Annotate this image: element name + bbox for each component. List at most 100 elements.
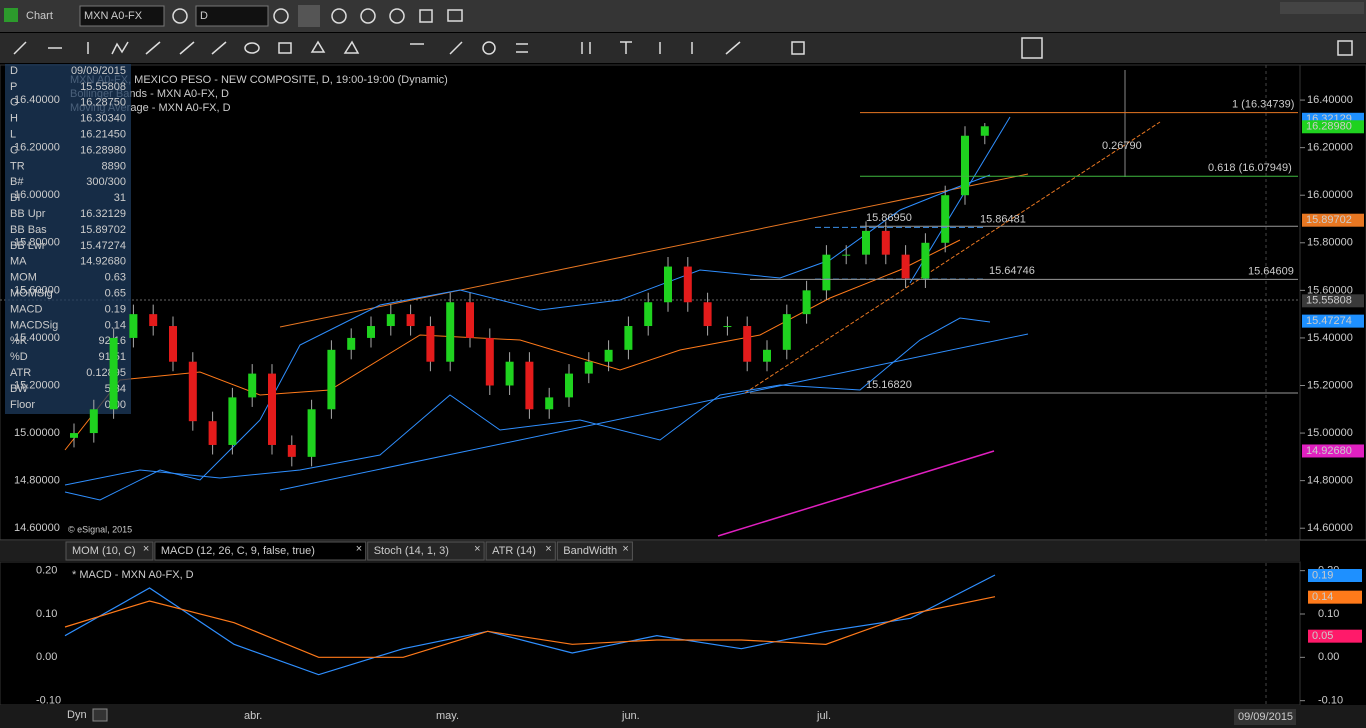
price-tag-label: 16.28980 (1306, 121, 1352, 133)
data-label: BB Bas (10, 224, 47, 236)
draw-button[interactable] (298, 5, 320, 27)
candle-body (70, 433, 78, 438)
tab-label[interactable]: MACD (12, 26, C, 9, false, true) (161, 545, 315, 557)
value-tag-label: 0.05 (1312, 630, 1333, 642)
clock-button[interactable] (273, 8, 289, 24)
link-button[interactable] (389, 8, 405, 24)
month-label: jul. (816, 710, 831, 722)
price-tag-label: 15.89702 (1306, 214, 1352, 226)
candle-body (941, 195, 950, 243)
data-label: H (10, 113, 18, 125)
tab[interactable] (154, 541, 367, 561)
interval[interactable]: D (200, 10, 208, 22)
tab[interactable] (65, 541, 154, 561)
y-tick-label: 16.00000 (1307, 189, 1353, 201)
symbol[interactable]: MXN A0-FX (84, 10, 143, 22)
time-mode-button[interactable] (92, 708, 108, 722)
data-value: 09/09/2015 (71, 65, 126, 77)
data-value: 0.19 (105, 303, 126, 315)
candle-body (802, 290, 811, 315)
copyright: © eSignal, 2015 (68, 524, 132, 534)
symbol-box[interactable] (79, 5, 165, 27)
y-tick-label-left: 16.40000 (14, 94, 60, 106)
tab-label[interactable]: BandWidth (563, 545, 617, 557)
value-tag-label: 0.19 (1312, 569, 1333, 581)
play-button[interactable] (360, 8, 376, 24)
level-label: 15.86950 (866, 212, 912, 224)
date-label: 09/09/2015 (1238, 711, 1293, 723)
candle-body (129, 314, 138, 338)
tab[interactable] (367, 541, 485, 561)
tab[interactable] (556, 541, 633, 561)
data-label: MOMSig (10, 288, 53, 300)
window-controls[interactable] (1280, 2, 1364, 14)
candle-body (149, 314, 158, 327)
data-label: D (10, 65, 18, 77)
data-label: BI (10, 192, 20, 204)
time-axis (0, 705, 1366, 728)
data-value: 0.14 (105, 319, 126, 331)
drawing-tools[interactable] (13, 37, 1353, 59)
candle-body (109, 337, 118, 410)
candle-body (822, 254, 831, 291)
data-label: MACD (10, 303, 42, 315)
y-tick-label-left: 15.80000 (14, 237, 60, 249)
data-value: 31 (114, 192, 126, 204)
y-tick-label-left: 14.80000 (14, 475, 60, 487)
candle-body (386, 314, 395, 327)
tab-label[interactable]: MOM (10, C) (72, 545, 136, 557)
price-tag (1302, 314, 1364, 328)
refresh-button[interactable] (331, 8, 347, 24)
candle-body (584, 361, 593, 374)
y-tick-label: 15.80000 (1307, 237, 1353, 249)
candle-body (624, 326, 633, 350)
data-value: 0.12895 (86, 367, 126, 379)
candle-body (525, 361, 534, 410)
y-tick-label: 15.40000 (1307, 332, 1353, 344)
data-label: MOM (10, 272, 37, 284)
candle-body (782, 314, 791, 350)
candle-body (763, 349, 771, 362)
candle-body (228, 397, 237, 445)
y-tick-label-left: 15.60000 (14, 284, 60, 296)
level-label: 15.64609 (1248, 265, 1294, 277)
y-tick-label-left: 16.20000 (14, 142, 60, 154)
candle-body (545, 397, 554, 410)
chart-header: MXN A0-FX, MEXICO PESO - NEW COMPOSITE, … (70, 74, 448, 86)
settings-button[interactable] (172, 8, 188, 24)
candle-body (466, 302, 474, 338)
range-label: 0.26790 (1102, 140, 1142, 152)
value-tag (1308, 629, 1362, 643)
candle-body (347, 337, 356, 350)
data-label: P (10, 81, 17, 93)
candle-body (723, 326, 732, 328)
tab[interactable] (485, 541, 556, 561)
data-label: TR (10, 160, 25, 172)
candle-body (248, 373, 257, 398)
y-tick-label-left: 14.60000 (14, 522, 60, 534)
tab-label[interactable]: ATR (14) (492, 545, 536, 557)
data-value: 16.30340 (80, 113, 126, 125)
data-label: ATR (10, 367, 31, 379)
candle-body (980, 126, 989, 136)
interval-box[interactable] (195, 5, 269, 27)
tool-button[interactable] (419, 9, 433, 23)
y-tick-label: 14.80000 (1307, 475, 1353, 487)
month-label: abr. (244, 710, 262, 722)
price-tag-label: 15.47274 (1306, 315, 1352, 327)
price-tag (1302, 444, 1364, 458)
month-label: may. (436, 710, 459, 722)
data-value: 15.89702 (80, 224, 126, 236)
note-button[interactable] (447, 9, 463, 22)
price-tag (1302, 294, 1364, 308)
data-label: %K (10, 335, 28, 347)
data-label: %D (10, 351, 28, 363)
time-mode[interactable]: Dyn (67, 709, 87, 721)
tab-label[interactable]: Stoch (14, 1, 3) (374, 545, 449, 557)
tab-close: × (143, 543, 149, 555)
tab-close: × (474, 543, 480, 555)
data-label: MA (10, 256, 27, 268)
level-label: 0.618 (16.07949) (1208, 162, 1292, 174)
window-title: Chart (26, 10, 53, 22)
